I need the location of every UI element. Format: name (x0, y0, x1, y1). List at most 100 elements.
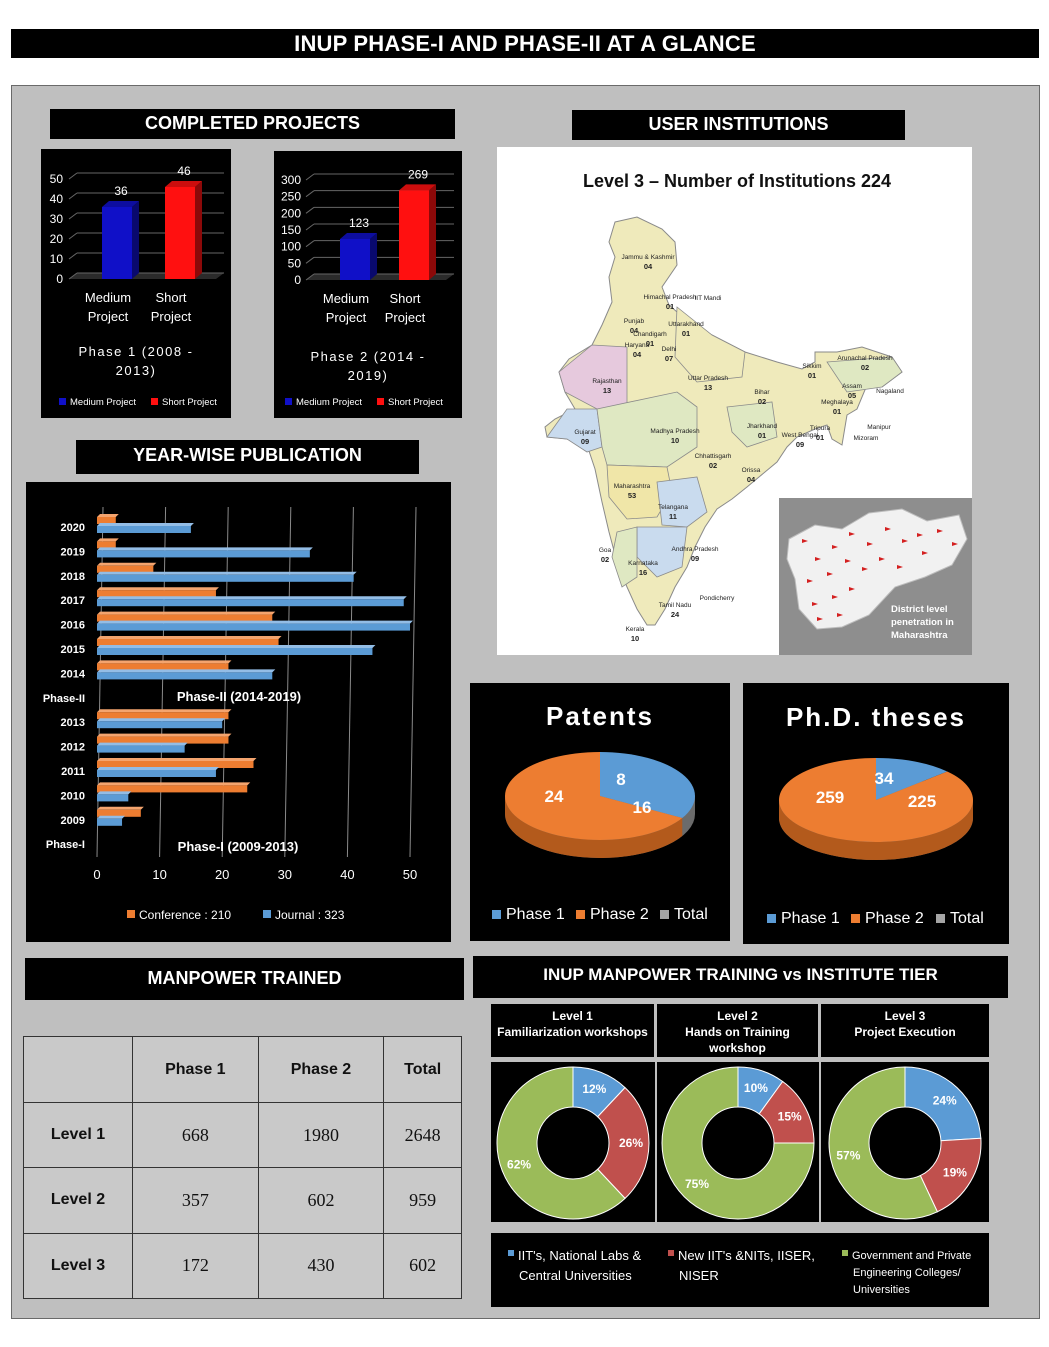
district-flag-icon (815, 557, 821, 561)
y-tick-label: 0 (294, 273, 301, 287)
map-region (596, 391, 698, 468)
bar-top (97, 523, 194, 526)
map-region (606, 464, 673, 520)
legend-swatch (851, 914, 860, 923)
y-tick-label: 250 (281, 190, 301, 204)
y-tick-label: 150 (281, 223, 301, 237)
state-label: Uttar Pradesh (688, 375, 728, 382)
state-label: Delhi (662, 346, 677, 353)
state-count: 01 (833, 407, 841, 416)
row-header: Level 3 (23, 1232, 133, 1300)
state-label: Jammu & Kashmir (621, 254, 675, 261)
state-count: 05 (848, 391, 856, 400)
state-count: 04 (644, 262, 653, 271)
legend-label: Total (674, 906, 708, 923)
level2-subtitle-2: workshop (709, 1041, 766, 1055)
donut-legend: IIT's, National Labs & Central Universiti… (491, 1233, 989, 1307)
legend-background (491, 1233, 989, 1307)
bar (97, 623, 410, 631)
category-label: Project (88, 309, 129, 324)
chart-title: Ph.D. theses (786, 702, 966, 732)
y-tick-label: 50 (50, 172, 64, 186)
legend-swatch (842, 1250, 848, 1256)
bar (165, 187, 195, 279)
data-label: 123 (349, 216, 369, 230)
district-flag-icon (952, 542, 958, 546)
x-tick-label: 0 (93, 867, 100, 882)
bar (97, 590, 216, 598)
inset-caption: penetration in (891, 617, 954, 628)
state-count: 11 (669, 512, 677, 521)
yearwise-publication-chart: 0 10 20 30 40 50 2020 2019 2018 2017 2016 2015 2014 P… (26, 482, 451, 942)
category-label: 2020 (61, 522, 85, 534)
legend-swatch (668, 1250, 674, 1256)
bar (97, 550, 310, 558)
state-count: 01 (682, 329, 690, 338)
data-label: 19% (943, 1166, 967, 1180)
gridline (68, 272, 78, 280)
state-count: 01 (758, 431, 766, 440)
bar (97, 770, 216, 777)
state-count: 02 (758, 397, 766, 406)
gridline (305, 190, 315, 198)
bar-top (97, 587, 219, 591)
table-corner-cell (23, 1036, 133, 1103)
page-title: INUP PHASE-I AND PHASE-II AT A GLANCE (11, 29, 1039, 58)
level3-title: Level 3 (884, 1009, 926, 1023)
gridline (305, 273, 315, 281)
table-cell: 602 (257, 1167, 385, 1234)
state-label: Goa (599, 547, 612, 554)
category-label: 2018 (61, 571, 85, 583)
state-label: Nagaland (876, 388, 904, 395)
data-label: 269 (408, 167, 428, 181)
table-cell: 172 (132, 1232, 259, 1300)
district-flag-icon (807, 579, 813, 583)
table-cell: 668 (132, 1101, 259, 1169)
legend-swatch (508, 1250, 514, 1256)
bar (340, 239, 370, 280)
data-label: 36 (114, 184, 128, 198)
state-count: 09 (796, 440, 804, 449)
state-count: 04 (747, 475, 756, 484)
bar-top (97, 742, 188, 746)
y-tick-label: 200 (281, 206, 301, 220)
x-tick-label: 20 (215, 867, 229, 882)
pie-slice (779, 758, 973, 842)
bar (97, 526, 191, 533)
y-tick-label: 0 (56, 272, 63, 286)
gridline (159, 506, 167, 858)
bar (97, 663, 229, 671)
pie-side (505, 796, 683, 858)
state-label: Assam (842, 383, 862, 390)
axis-title: 2013) (116, 363, 157, 378)
legend-swatch (492, 910, 501, 919)
district-flag-icon (922, 551, 928, 555)
legend-label: Phase 1 (781, 910, 840, 927)
legend-label: New IIT's &NITs, IISER, (678, 1248, 815, 1263)
bar-side (370, 233, 377, 280)
level1-subtitle: Familiarization workshops (497, 1025, 648, 1039)
bar-top (97, 718, 226, 722)
district-flag-icon (845, 559, 851, 563)
category-label: Project (151, 309, 192, 324)
bar (97, 648, 373, 655)
bar-top (97, 620, 413, 624)
donut-segment (904, 1066, 982, 1142)
y-tick-label: 30 (50, 212, 64, 226)
legend-label: Conference : 210 (139, 908, 231, 922)
state-label: Orissa (742, 467, 761, 474)
chart-title: Patents (546, 701, 654, 731)
axis-title: 2019) (348, 368, 389, 383)
bar-top (97, 758, 257, 761)
category-label: 2019 (61, 546, 85, 558)
gridline (68, 212, 78, 220)
bar-top (97, 538, 119, 542)
state-label: Jharkhand (747, 423, 778, 430)
x-tick-label: 10 (152, 867, 166, 882)
level2-donut-chart: 10% 15% 75% (657, 1062, 819, 1222)
table-row: Level 3 172 430 602 (23, 1232, 462, 1300)
state-count: 04 (633, 350, 642, 359)
bar-top (97, 806, 144, 810)
bar (97, 785, 248, 793)
state-label: Himachal Pradesh (643, 294, 696, 301)
